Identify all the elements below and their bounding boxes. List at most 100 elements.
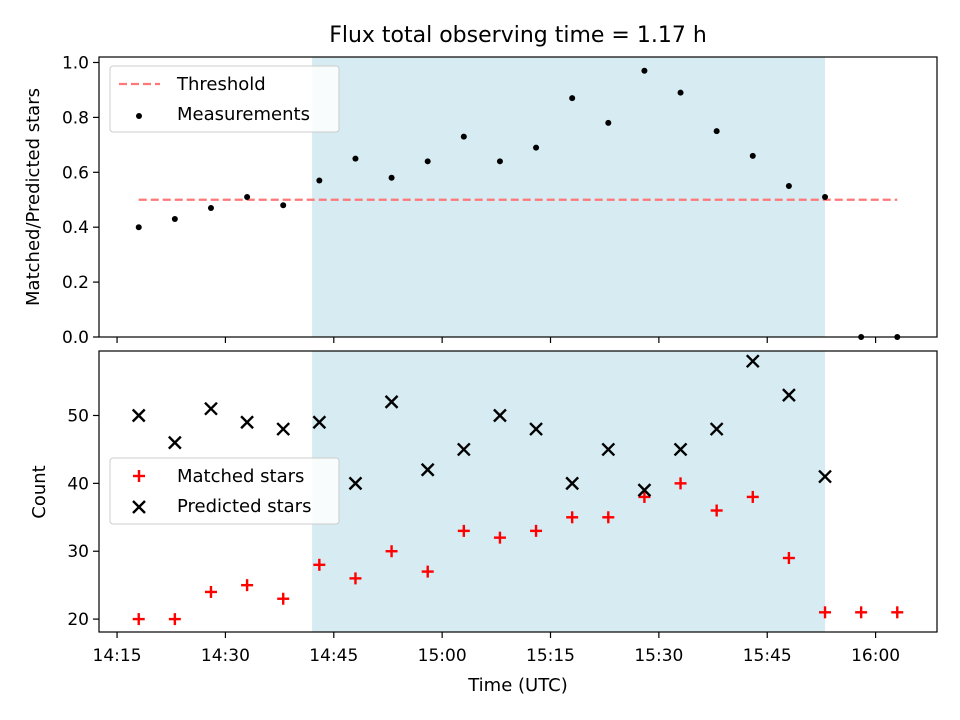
matched-stars-point (313, 558, 326, 571)
predicted-stars-point (637, 483, 652, 497)
matched-stars-point (566, 511, 579, 524)
matched-stars-point (421, 565, 434, 578)
y-tick-label: 50 (67, 406, 89, 426)
legend-predicted-label: Predicted stars (177, 496, 311, 517)
measurements-point (605, 119, 612, 126)
predicted-stars-point (782, 388, 796, 402)
matched-stars-point (638, 490, 651, 503)
predicted-stars-point (348, 476, 363, 491)
measurements-point (785, 183, 792, 190)
x-tick-label: 15:45 (743, 646, 792, 666)
legend-matched-swatch (133, 470, 145, 482)
measurements-point (569, 95, 576, 102)
x-tick-label: 15:00 (418, 646, 467, 666)
predicted-stars-point (565, 476, 580, 491)
measurements-point (352, 155, 359, 162)
measurements-point (244, 194, 251, 200)
matched-stars-point (349, 572, 362, 585)
legend-threshold-label: Threshold (176, 74, 266, 95)
shaded-region (312, 57, 826, 337)
top-panel: 0.0 0.2 0.4 0.6 0.8 1.0 (62, 53, 938, 348)
matched-stars-point (241, 579, 254, 592)
matched-stars-point (168, 613, 181, 626)
measurements-point (171, 215, 178, 222)
x-tick-label: 15:15 (526, 646, 575, 666)
axes-frame (98, 350, 938, 633)
matched-stars-point (891, 606, 904, 619)
legend-measurements-label: Measurements (177, 104, 310, 125)
measurements-point (280, 202, 287, 209)
x-axis-label: Time (UTC) (467, 675, 568, 696)
predicted-stars-point (312, 415, 327, 430)
predicted-stars-point (420, 462, 435, 477)
predicted-stars-point (204, 401, 218, 416)
measurements-point (424, 158, 431, 165)
predicted-stars-point (493, 408, 507, 423)
y-tick-label: 30 (67, 542, 89, 562)
predicted-stars-point (673, 442, 688, 457)
bottom-panel: 20 30 40 50 14:15 14:30 14:45 15:00 15:15 15:30 15… (67, 350, 938, 666)
legend-matched-label: Matched stars (177, 466, 304, 487)
predicted-stars-point (384, 395, 399, 409)
matched-stars-point (602, 511, 615, 524)
measurements-point (713, 128, 720, 135)
matched-stars-point (782, 552, 795, 565)
predicted-stars-point (131, 408, 146, 423)
matched-stars-point (855, 606, 868, 619)
y-tick-label: 40 (67, 474, 89, 494)
x-tick-label: 15:30 (634, 646, 683, 666)
top-legend-box (109, 65, 340, 133)
matched-stars-point (493, 531, 506, 544)
bottom-legend: Matched stars Predicted stars (109, 457, 340, 525)
predicted-stars-point (529, 422, 543, 436)
top-y-axis-label: Matched/Predicted stars (23, 88, 44, 306)
axes-frame (98, 56, 938, 338)
x-tick-label: 14:30 (201, 646, 250, 666)
predicted-stars-point (745, 354, 760, 369)
matched-stars-point (746, 490, 759, 503)
x-tick-label: 14:45 (309, 646, 358, 666)
matched-stars-point (674, 477, 687, 490)
y-tick-label: 0.0 (62, 328, 89, 348)
y-tick-label: 1.0 (62, 53, 89, 73)
legend-measurements-swatch (136, 113, 142, 119)
measurements-point (822, 194, 829, 200)
predicted-stars-point (601, 442, 616, 457)
y-tick-label: 0.8 (62, 108, 89, 128)
measurements-point (316, 177, 323, 184)
x-tick-label: 16:00 (851, 646, 900, 666)
measurements-point (677, 89, 684, 96)
measurements-point (388, 174, 395, 181)
y-tick-label: 0.4 (62, 218, 89, 238)
legend-predicted-swatch (132, 500, 146, 514)
matched-stars-point (204, 585, 217, 598)
y-tick-label: 20 (67, 610, 89, 630)
predicted-stars-point (818, 469, 832, 484)
measurements-point (533, 144, 540, 151)
measurements-point (135, 224, 142, 231)
matched-stars-point (385, 545, 398, 558)
y-tick-label: 0.2 (62, 273, 89, 293)
chart-title: Flux total observing time = 1.17 h (329, 23, 707, 48)
predicted-stars-point (168, 435, 182, 450)
measurements-point (207, 204, 214, 211)
measurements-point (496, 158, 503, 165)
matched-stars-point (530, 524, 543, 537)
matched-stars-point (277, 592, 290, 605)
bottom-y-axis-label: Count (29, 465, 50, 518)
measurements-point (460, 133, 467, 140)
predicted-stars-point (709, 422, 724, 436)
matched-stars-point (132, 613, 145, 626)
matched-stars-point (457, 524, 470, 537)
predicted-stars-point (240, 415, 254, 430)
predicted-stars-point (456, 442, 471, 457)
y-tick-label: 0.6 (62, 163, 89, 183)
x-tick-label: 14:15 (93, 646, 142, 666)
matched-stars-point (819, 606, 832, 619)
bottom-legend-box (109, 457, 340, 525)
predicted-stars-point (276, 422, 291, 436)
measurements-point (749, 152, 756, 159)
top-legend: Threshold Measurements (109, 65, 340, 133)
matched-stars-point (710, 504, 723, 517)
